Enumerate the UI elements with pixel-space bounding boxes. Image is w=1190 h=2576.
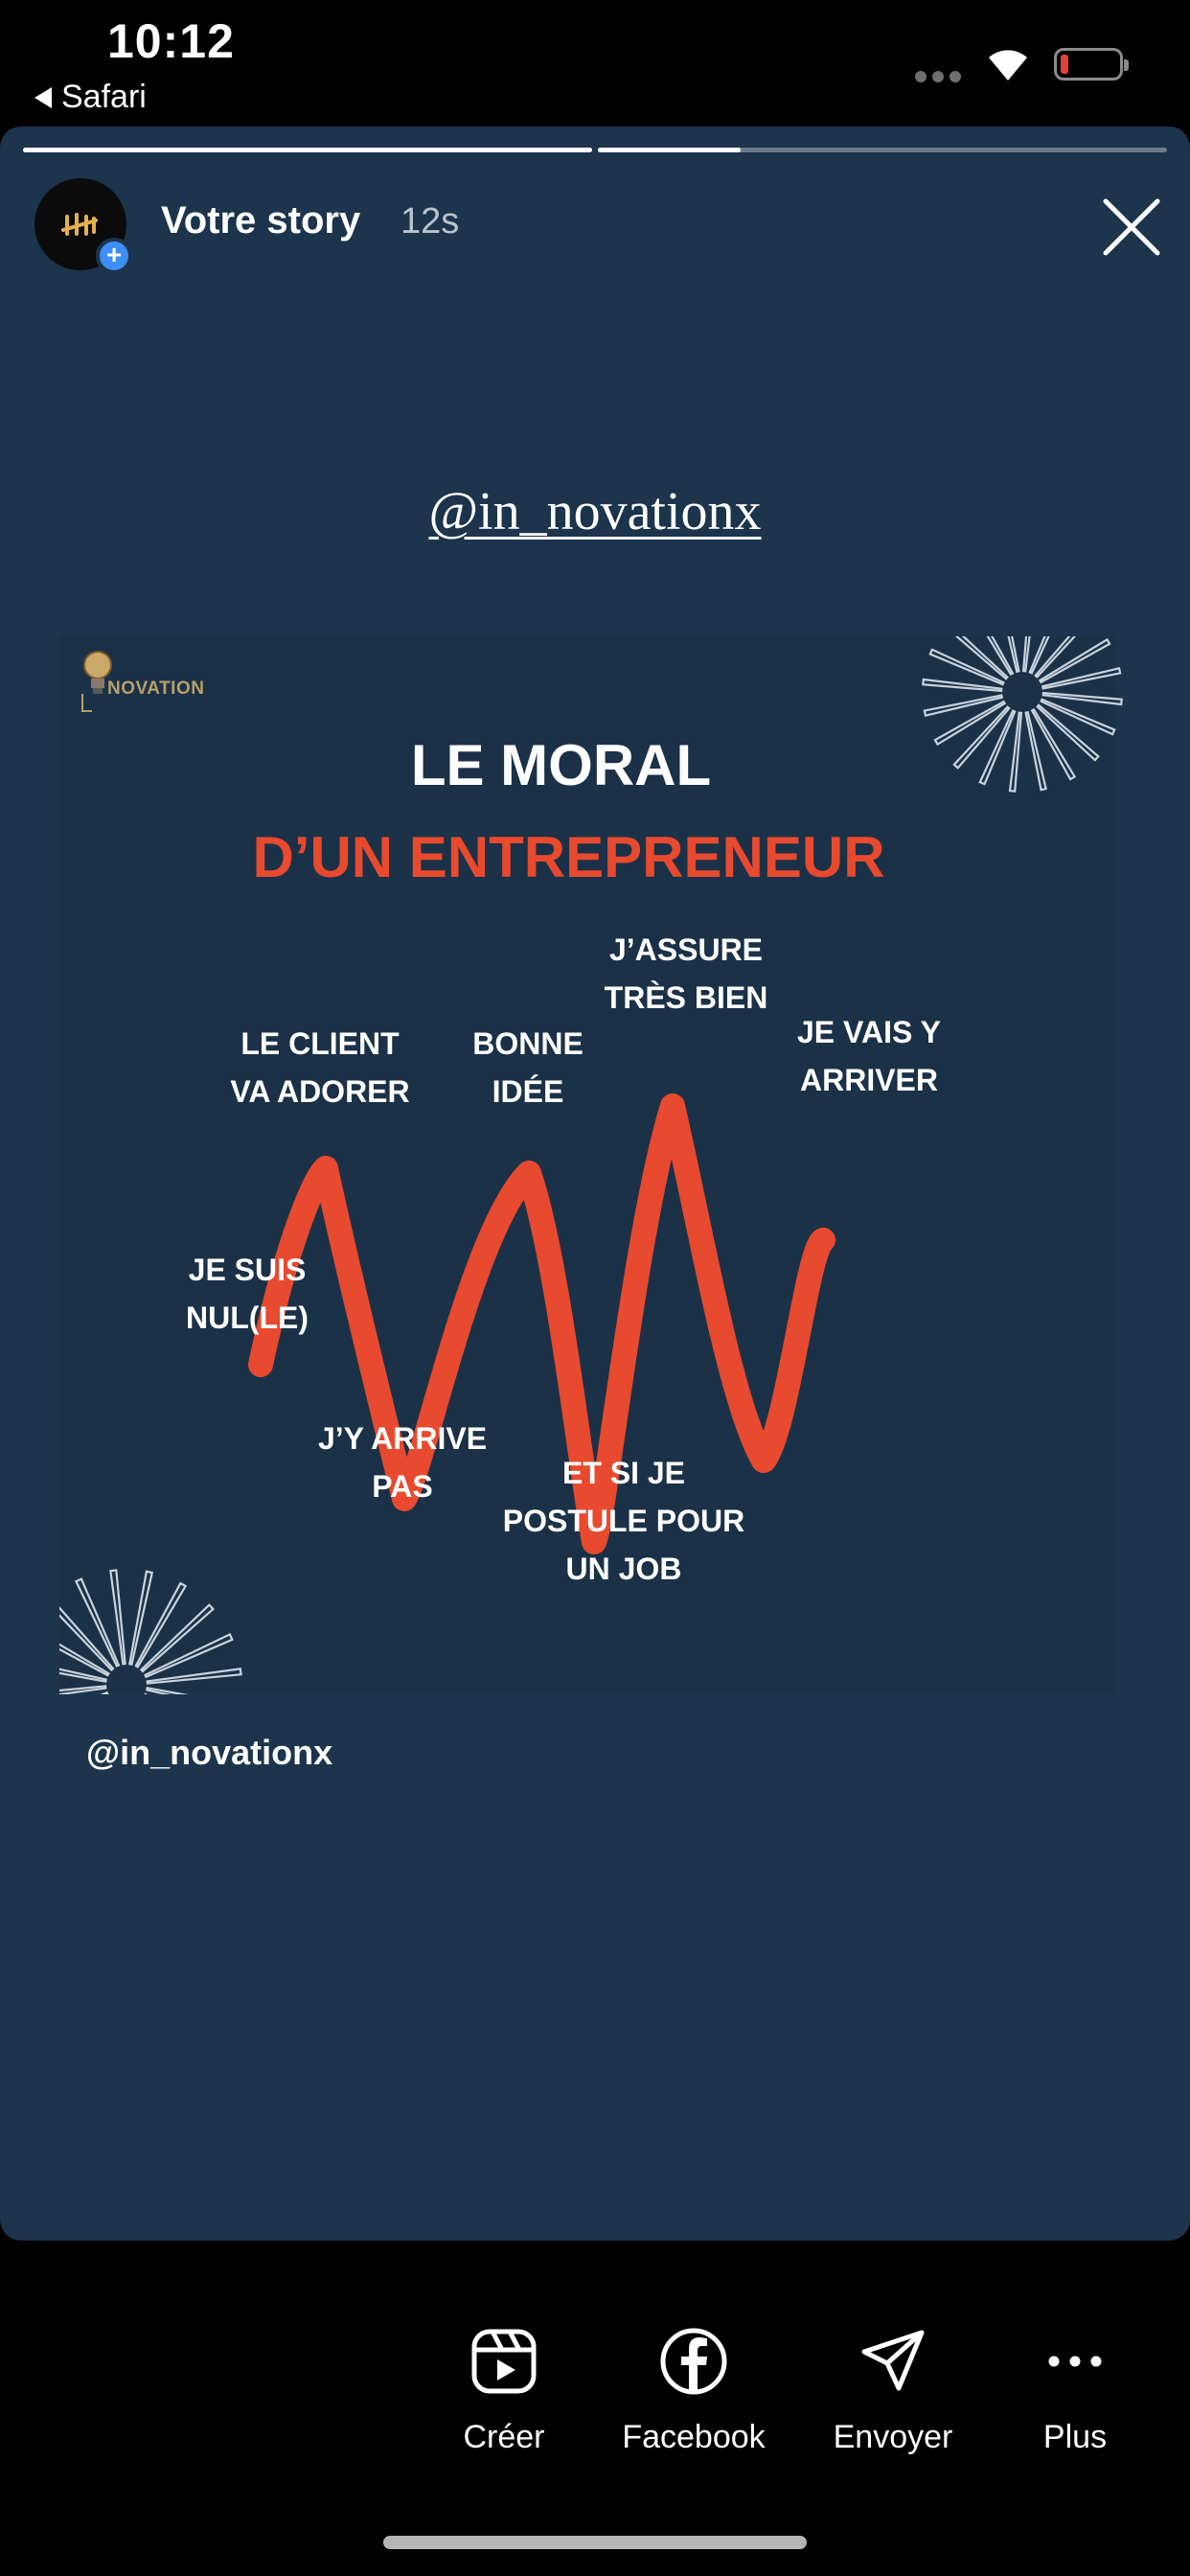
- more-icon: [1048, 2356, 1102, 2367]
- wifi-icon: [989, 50, 1027, 80]
- facebook-button[interactable]: Facebook: [598, 2327, 790, 2456]
- post-logo-text: NOVATION: [107, 678, 205, 699]
- back-arrow-icon: [34, 86, 52, 108]
- post-subtitle: D’UN ENTREPRENEUR: [252, 825, 885, 889]
- label-je-suis-nul: JE SUIS NUL(LE): [186, 1253, 309, 1335]
- shared-post[interactable]: NOVATION LE MORAL D’UN ENTREPRENEUR JE S…: [59, 636, 1123, 1694]
- create-button[interactable]: Créer: [408, 2327, 600, 2456]
- label-et-si-je: ET SI JE POSTULE POUR UN JOB: [502, 1456, 745, 1586]
- add-story-icon[interactable]: +: [96, 238, 132, 274]
- home-indicator[interactable]: [383, 2536, 807, 2549]
- create-label: Créer: [463, 2419, 545, 2455]
- avatar[interactable]: [34, 178, 126, 270]
- label-j-assure: J’ASSURE TRÈS BIEN: [604, 932, 768, 1015]
- mention-sticker-bottom[interactable]: @in_novationx: [86, 1733, 333, 1772]
- send-icon: [861, 2330, 925, 2391]
- story-progress-2: [598, 148, 1167, 152]
- post-title: LE MORAL: [410, 733, 712, 797]
- facebook-icon: [660, 2328, 727, 2395]
- send-button[interactable]: Envoyer: [797, 2327, 989, 2456]
- cellular-signal-icon: [915, 71, 961, 82]
- label-je-vais-y: JE VAIS Y ARRIVER: [797, 1015, 941, 1097]
- label-le-client: LE CLIENT VA ADORER: [230, 1026, 410, 1109]
- back-to-safari-link[interactable]: Safari: [34, 79, 147, 116]
- lightbulb-logo-icon: [81, 651, 112, 712]
- more-button[interactable]: Plus: [979, 2327, 1171, 2456]
- story-progress-1: [23, 148, 592, 152]
- more-label: Plus: [1042, 2419, 1108, 2455]
- story-viewer[interactable]: + Votre story 12s @in_novationx NOVATION…: [0, 126, 1190, 2241]
- status-time: 10:12: [107, 14, 235, 68]
- battery-icon: [1054, 48, 1129, 80]
- back-label: Safari: [61, 79, 147, 115]
- mention-sticker-top[interactable]: @in_novationx: [428, 482, 762, 541]
- sunburst-decoration-bottom: [59, 1569, 242, 1694]
- label-j-y-arrive-pas: J’Y ARRIVE PAS: [317, 1421, 488, 1504]
- close-icon[interactable]: [1100, 196, 1163, 259]
- send-label: Envoyer: [833, 2419, 953, 2455]
- story-timestamp: 12s: [400, 201, 460, 242]
- brand-logo-icon: [61, 213, 98, 236]
- sunburst-decoration-top: [922, 636, 1123, 793]
- story-username[interactable]: Votre story: [161, 199, 361, 242]
- facebook-label: Facebook: [622, 2419, 766, 2455]
- battery-level: [1061, 55, 1068, 74]
- label-bonne-idee: BONNE IDÉE: [472, 1026, 584, 1109]
- morale-wave-line: [248, 1093, 835, 1554]
- reels-icon: [471, 2329, 537, 2394]
